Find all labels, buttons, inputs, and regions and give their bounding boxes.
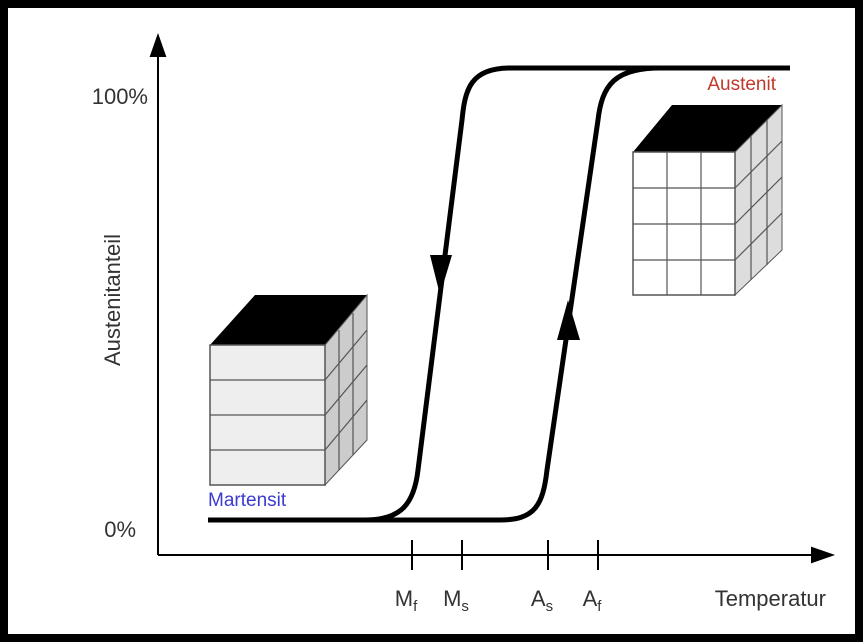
austenite-cube [633, 105, 782, 295]
y-axis-label: Austenitanteil [100, 234, 125, 366]
austenite-label: Austenit [707, 74, 776, 95]
tick-subscript: s [461, 598, 469, 615]
x-axis-label: Temperatur [715, 586, 826, 611]
tick-main: A [583, 586, 598, 611]
martensite-label: Martensit [208, 490, 287, 511]
martensite-cube [210, 295, 367, 485]
y-top-label: 100% [92, 84, 148, 109]
tick-main: M [395, 586, 413, 611]
tick-subscript: s [546, 598, 554, 615]
tick-main: M [443, 586, 461, 611]
diagram: 100% 0% Austenitanteil Temperatur MfMsAs… [0, 0, 863, 642]
y-bottom-label: 0% [104, 517, 136, 542]
tick-main: A [531, 586, 546, 611]
